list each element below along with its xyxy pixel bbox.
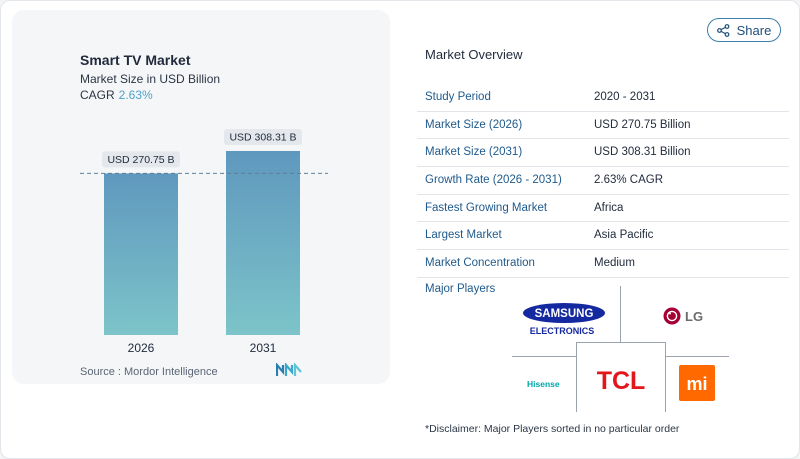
data-label: USD 308.31 B: [229, 132, 296, 144]
lg-logo: LG: [663, 307, 703, 325]
overview-row-study-period: Study Period 2020 - 2031: [417, 84, 789, 112]
x-tick-label: 2031: [250, 341, 277, 355]
players-divider: [576, 342, 577, 412]
x-tick-label: 2026: [128, 341, 155, 355]
chart-subtitle: Market Size in USD Billion: [80, 72, 221, 86]
overview-row-market-size-2026: Market Size (2026) USD 270.75 Billion: [417, 112, 789, 140]
row-label: Market Size (2031): [425, 146, 523, 159]
overview-row-largest-market: Largest Market Asia Pacific: [417, 222, 789, 251]
bar-chart: USD 270.75 B 2026 USD 308.31 B 2031: [80, 129, 328, 355]
market-overview-heading: Market Overview: [425, 47, 523, 62]
chart-card: [12, 10, 390, 384]
cagr-value: 2.63%: [118, 88, 153, 102]
row-label: Market Concentration: [425, 257, 535, 270]
xiaomi-logo: mi: [679, 365, 715, 401]
overview-row-fastest-growing: Fastest Growing Market Africa: [417, 195, 789, 223]
overview-table: Study Period 2020 - 2031 Market Size (20…: [417, 84, 789, 278]
source-text: Source : Mordor Intelligence: [80, 366, 218, 378]
row-label: Study Period: [425, 91, 491, 103]
share-label: Share: [736, 22, 772, 38]
chart-title: Smart TV Market: [80, 52, 191, 68]
row-value: USD 308.31 Billion: [594, 146, 691, 159]
row-label: Fastest Growing Market: [425, 201, 548, 214]
players-divider: [576, 342, 666, 343]
cagr-label: CAGR: [80, 88, 115, 102]
tcl-logo: TCL: [597, 367, 646, 395]
players-divider: [620, 286, 621, 342]
samsung-logo: SAMSUNG ELECTRONICS: [523, 303, 605, 336]
row-value: 2.63% CAGR: [594, 174, 664, 187]
row-label: Market Size (2026): [425, 118, 523, 131]
share-button[interactable]: Share: [707, 18, 781, 42]
players-divider: [665, 356, 729, 357]
overview-row-market-size-2031: Market Size (2031) USD 308.31 Billion: [417, 139, 789, 168]
bar-2031: [226, 151, 300, 335]
cagr-line: CAGR 2.63%: [80, 88, 153, 102]
row-label: Largest Market: [425, 229, 502, 242]
row-value: Africa: [594, 201, 624, 214]
disclaimer-text: *Disclaimer: Major Players sorted in no …: [425, 423, 680, 435]
row-label: Growth Rate (2026 - 2031): [425, 174, 562, 187]
xiaomi-wordmark: mi: [686, 374, 707, 394]
tcl-wordmark: TCL: [597, 367, 646, 395]
share-icon: [716, 23, 730, 37]
samsung-wordmark: SAMSUNG: [535, 308, 594, 320]
row-value: Medium: [594, 257, 635, 270]
data-label-bg: [224, 129, 302, 145]
samsung-subtext: ELECTRONICS: [530, 326, 595, 336]
bar-2026: [104, 173, 178, 335]
data-label: USD 270.75 B: [107, 154, 174, 166]
overview-row-growth-rate: Growth Rate (2026 - 2031) 2.63% CAGR: [417, 167, 789, 195]
overview-row-concentration: Market Concentration Medium: [417, 250, 789, 278]
data-label-bg: [102, 151, 180, 168]
major-players-heading: Major Players: [425, 283, 496, 295]
mordor-logo-icon: [276, 363, 302, 376]
lg-wordmark: LG: [685, 309, 703, 324]
players-divider: [665, 342, 666, 412]
hisense-logo: Hisense: [527, 379, 560, 389]
row-value: USD 270.75 Billion: [594, 118, 691, 131]
row-value: Asia Pacific: [594, 229, 654, 242]
row-value: 2020 - 2031: [594, 91, 656, 103]
hisense-wordmark: Hisense: [527, 379, 560, 389]
players-divider: [512, 356, 576, 357]
